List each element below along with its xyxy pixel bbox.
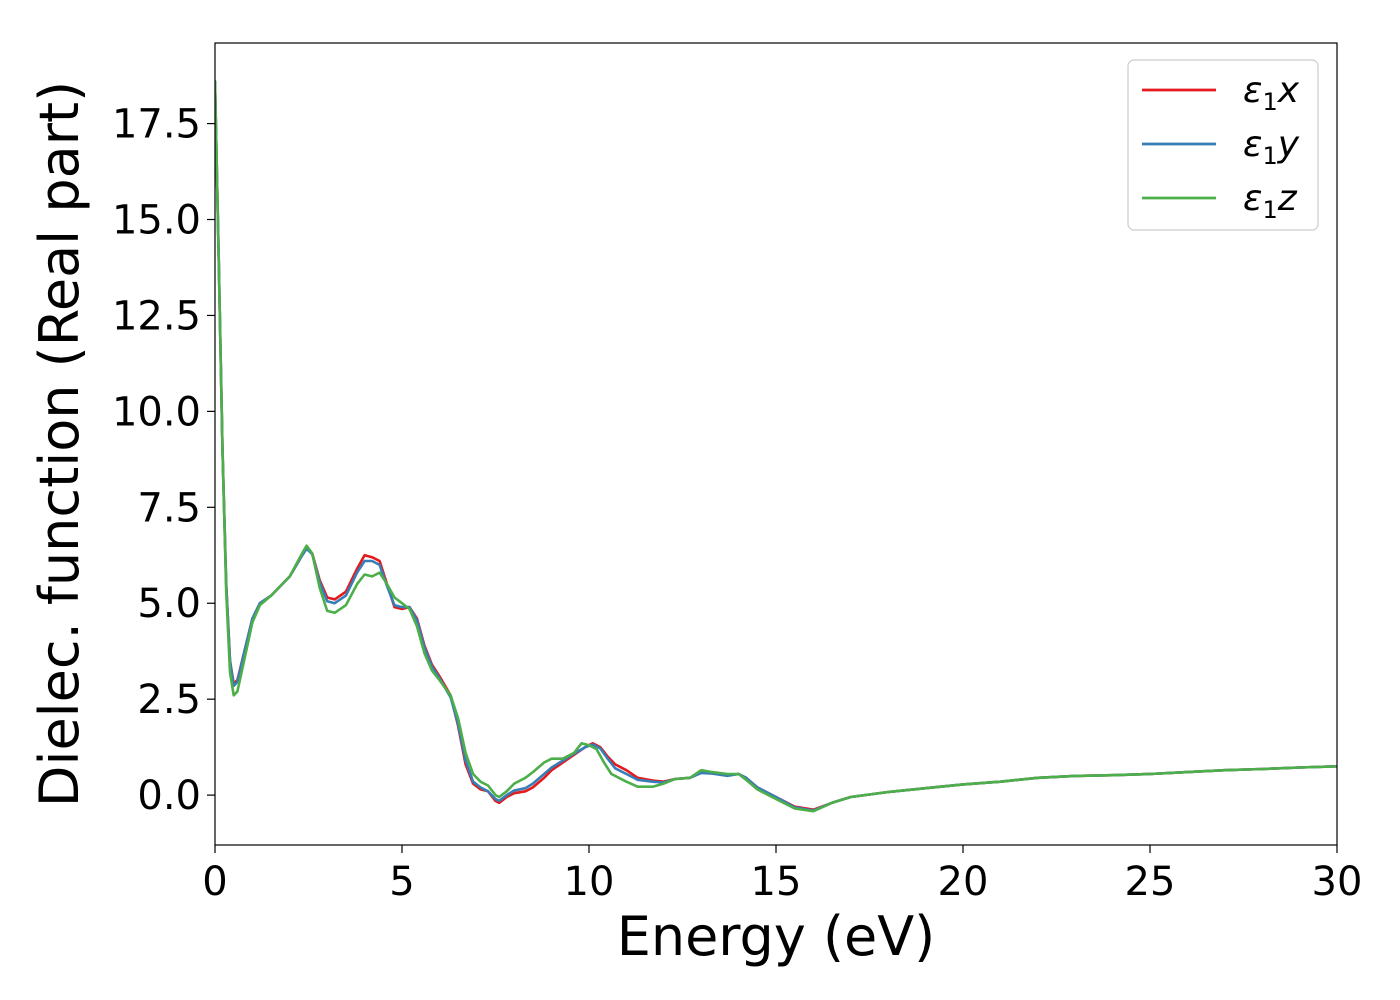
x-tick-label: 25 bbox=[1125, 859, 1176, 905]
y-axis-title: Dielec. function (Real part) bbox=[28, 81, 91, 807]
legend: ε1x ε1y ε1z bbox=[1127, 59, 1319, 231]
x-tick-label: 30 bbox=[1312, 859, 1363, 905]
legend-label-x: ε1x bbox=[1243, 70, 1300, 116]
legend-label-y: ε1y bbox=[1243, 124, 1300, 170]
series-line-z bbox=[215, 80, 1337, 813]
y-tick-label: 5.0 bbox=[137, 581, 201, 627]
x-tick-label: 0 bbox=[202, 859, 227, 905]
x-tick-label: 15 bbox=[751, 859, 802, 905]
y-tick-label: 17.5 bbox=[112, 102, 201, 148]
x-tick-label: 10 bbox=[564, 859, 615, 905]
legend-box bbox=[1127, 59, 1319, 231]
x-tick-label: 20 bbox=[938, 859, 989, 905]
legend-label-z: ε1z bbox=[1243, 178, 1298, 224]
x-axis-title: Energy (eV) bbox=[617, 905, 936, 968]
y-tick-label: 2.5 bbox=[137, 677, 201, 723]
x-axis-ticks: 0 5 10 15 20 25 30 bbox=[202, 845, 1362, 905]
y-tick-label: 0.0 bbox=[137, 773, 201, 819]
y-tick-label: 7.5 bbox=[137, 485, 201, 531]
y-tick-label: 10.0 bbox=[112, 389, 201, 435]
x-tick-label: 5 bbox=[389, 859, 414, 905]
y-tick-label: 12.5 bbox=[112, 293, 201, 339]
series-layer bbox=[215, 80, 1337, 813]
y-tick-label: 15.0 bbox=[112, 198, 201, 244]
y-axis-ticks: 0.0 2.5 5.0 7.5 10.0 12.5 15.0 17.5 bbox=[112, 102, 215, 819]
